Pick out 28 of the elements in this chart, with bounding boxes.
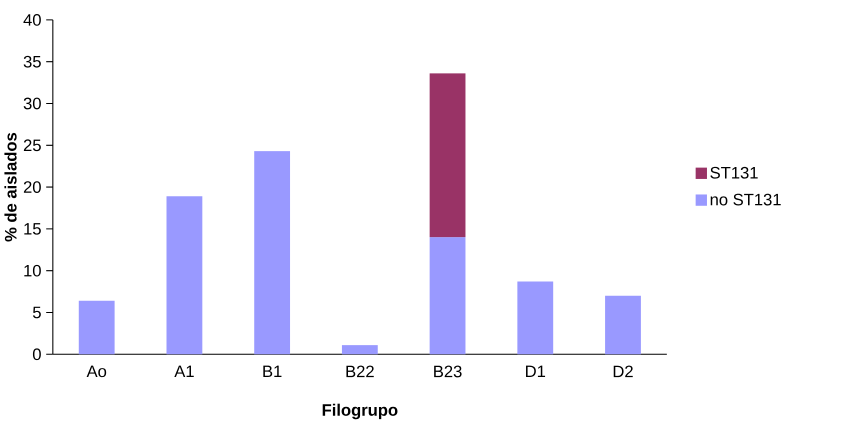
- y-tick-label: 40: [23, 14, 41, 26]
- y-tick-label: 0: [32, 348, 41, 360]
- bar: [430, 73, 466, 238]
- y-tick-label: 5: [32, 306, 41, 318]
- y-tick-label: 30: [24, 98, 41, 110]
- y-tick-label: 20: [24, 181, 41, 194]
- y-axis-title: % de aislados: [4, 132, 17, 242]
- y-tick-label: 25: [24, 139, 41, 152]
- bar: [517, 282, 554, 354]
- bar: [430, 237, 466, 354]
- x-tick-label: B1: [263, 366, 282, 378]
- bar: [166, 196, 202, 354]
- x-tick-label: A1: [174, 366, 194, 378]
- x-axis-title: Filogrupo: [322, 404, 398, 420]
- x-tick-label: B23: [434, 366, 462, 378]
- bar: [342, 345, 378, 354]
- legend-label: no ST131: [710, 194, 781, 206]
- x-tick-label: D1: [526, 366, 546, 378]
- bar: [254, 151, 290, 354]
- x-tick-label: D2: [614, 366, 633, 378]
- y-tick-label: 35: [24, 56, 41, 68]
- y-tick-label: 15: [24, 223, 41, 235]
- y-tick-label: 10: [24, 264, 41, 277]
- legend-label: ST131: [710, 166, 758, 179]
- x-tick-label: Ao: [86, 366, 106, 378]
- bar: [605, 296, 641, 354]
- bar: [78, 300, 115, 354]
- x-tick-label: B22: [346, 366, 374, 378]
